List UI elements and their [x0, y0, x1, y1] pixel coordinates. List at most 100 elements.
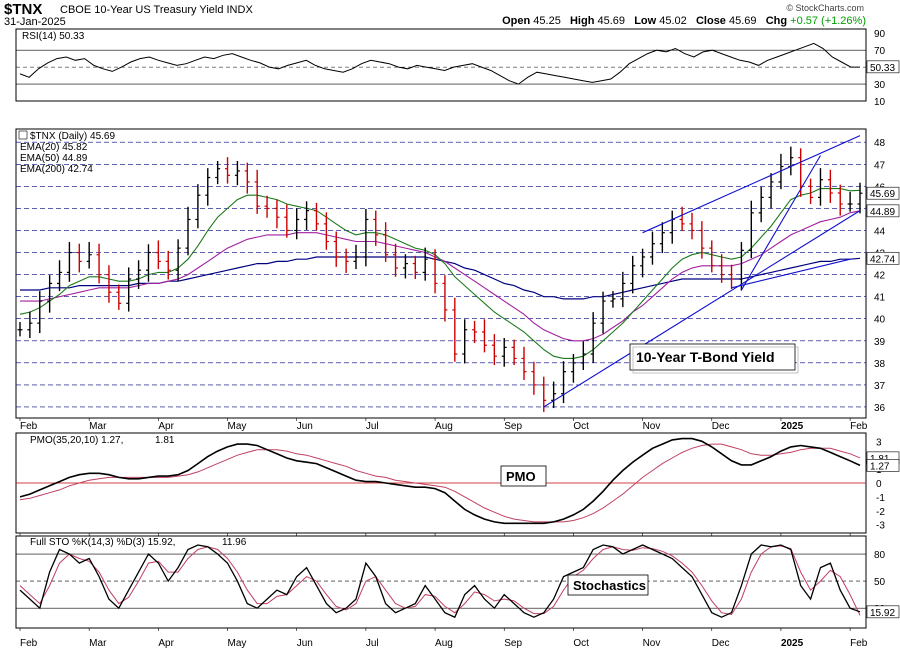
last-price-tag-box — [866, 186, 900, 200]
pmo-tick-label: -3 — [876, 521, 885, 532]
price-tick-label: 38 — [874, 359, 886, 370]
price-title-shadow — [632, 346, 799, 374]
high-value: 45.69 — [597, 15, 626, 27]
price-x-label: Sep — [504, 421, 522, 432]
chg-label: Chg — [765, 15, 788, 27]
price-tick-label: 36 — [874, 403, 886, 414]
price-x-label: Feb — [850, 421, 868, 432]
last-price-tag: 45.69 — [870, 189, 895, 200]
sto-x-label: Jun — [297, 638, 313, 649]
ema20-line — [19, 188, 861, 359]
rsi-tick-label: 10 — [874, 97, 886, 108]
ohlc-readout: Open 45.25 High 45.69 Low 45.02 Close 45… — [502, 15, 866, 27]
sto-title-box — [567, 574, 649, 596]
price-tick-label: 37 — [874, 381, 886, 392]
sto-tick-label: 50 — [874, 577, 886, 588]
price-tick-label: 41 — [874, 293, 886, 304]
low-label: Low — [634, 15, 657, 27]
ema50-value-tag-box — [866, 204, 900, 218]
price-x-label: Oct — [573, 421, 589, 432]
price-title-box — [629, 343, 796, 371]
sto-x-label: Jul — [366, 638, 379, 649]
rsi-line — [19, 42, 860, 85]
pmo-panel-title: PMO — [506, 469, 536, 484]
sto-x-label: Feb — [850, 638, 868, 649]
pmo-signal-line — [19, 443, 861, 523]
pmo-legend-signal: 1.81 — [155, 435, 175, 446]
price-panel — [15, 128, 867, 419]
sto-last-tag-box — [866, 605, 900, 619]
sto-legend-signal: 11.96 — [222, 537, 247, 548]
sto-last-tag: 15.92 — [870, 608, 895, 619]
price-x-label: Nov — [643, 421, 661, 432]
price-x-label: Mar — [89, 421, 107, 432]
ema200-trend-guide — [731, 258, 851, 289]
price-x-label: May — [228, 421, 247, 432]
price-legend: $TNX (Daily) 45.69 — [30, 131, 115, 142]
price-tick-label: 47 — [874, 160, 886, 171]
sto-x-label: Apr — [158, 638, 174, 649]
steep-trendline — [740, 155, 821, 291]
rsi-last-value-box — [866, 60, 900, 74]
pmo-last-tag-box — [866, 459, 900, 472]
chg-value: +0.57 (+1.26%) — [790, 15, 866, 27]
pmo-legend: PMO(35,20,10) 1.27, — [30, 435, 123, 446]
chart-date: 31-Jan-2025 — [4, 16, 66, 28]
sto-panel-title: Stochastics — [573, 578, 646, 593]
ema20-legend: EMA(20) 45.82 — [20, 142, 88, 153]
rsi-tick-label: 30 — [874, 80, 886, 91]
price-tick-label: 40 — [874, 315, 886, 326]
price-x-label: Apr — [158, 421, 174, 432]
pmo-tick-label: -2 — [876, 507, 885, 518]
price-x-label: Dec — [712, 421, 730, 432]
low-value: 45.02 — [659, 15, 687, 27]
open-value: 45.25 — [533, 15, 561, 27]
price-tick-label: 39 — [874, 337, 886, 348]
ema200-value-tag: 42.74 — [870, 254, 895, 265]
copyright-credit: © StockCharts.com — [786, 3, 864, 13]
ema50-legend: EMA(50) 44.89 — [20, 153, 88, 164]
sto-x-label: 2025 — [781, 638, 804, 649]
symbol-ticker: $TNX — [4, 1, 43, 18]
price-legend-swatch — [18, 130, 28, 140]
ema50-value-tag: 44.89 — [870, 207, 895, 218]
rsi-tick-label: 70 — [874, 46, 886, 57]
price-tick-label: 42 — [874, 271, 886, 282]
pmo-last-tag: 1.27 — [870, 461, 890, 472]
sto-x-label: Dec — [712, 638, 730, 649]
close-label: Close — [695, 15, 726, 27]
rsi-legend: RSI(14) 50.33 — [22, 31, 85, 42]
rising-resistance-trendline — [642, 135, 861, 234]
sto-x-label: Feb — [20, 638, 38, 649]
sto-x-label: Sep — [504, 638, 522, 649]
sto-k-line — [19, 544, 861, 619]
sto-x-label: Aug — [435, 638, 453, 649]
price-tick-label: 44 — [874, 226, 886, 237]
pmo-tick-label: -1 — [876, 493, 885, 504]
price-panel-title: 10-Year T-Bond Yield — [636, 349, 775, 365]
price-x-label: Aug — [435, 421, 453, 432]
high-label: High — [569, 15, 595, 27]
sto-x-label: Mar — [89, 638, 107, 649]
sto-d-line — [19, 545, 861, 616]
pmo-line — [19, 437, 861, 525]
rsi-panel — [15, 28, 867, 102]
sto-legend: Full STO %K(14,3) %D(3) 15.92, — [30, 537, 175, 548]
sto-x-label: May — [228, 638, 247, 649]
sto-x-label: Oct — [573, 638, 589, 649]
ema200-legend: EMA(200) 42.74 — [20, 164, 93, 175]
pmo-tick-label: 3 — [876, 437, 882, 448]
price-x-label: Feb — [20, 421, 38, 432]
pmo-title-box — [500, 465, 547, 487]
rsi-tick-label: 90 — [874, 29, 886, 40]
rising-support-trendline — [543, 210, 861, 408]
price-x-label: Jul — [366, 421, 379, 432]
sto-x-label: Nov — [643, 638, 661, 649]
close-value: 45.69 — [729, 15, 757, 27]
open-label: Open — [502, 15, 531, 27]
pmo-tick-label: 0 — [876, 479, 882, 490]
price-tick-label: 48 — [874, 138, 886, 149]
ema200-value-tag-box — [866, 251, 900, 265]
price-x-label: Jun — [297, 421, 313, 432]
